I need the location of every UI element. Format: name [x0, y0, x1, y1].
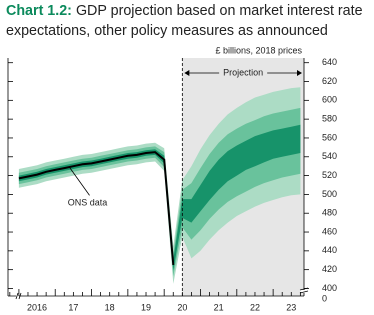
y-tick-label: 420	[322, 264, 337, 274]
y-tick-label: 460	[322, 226, 337, 236]
x-tick-label: 17	[68, 302, 78, 312]
unit-label: £ billions, 2018 prices	[215, 45, 302, 55]
axis-break	[299, 287, 309, 294]
y-tick-label: 500	[322, 189, 337, 199]
arrowhead	[184, 70, 190, 76]
y-tick-label: 640	[322, 57, 337, 67]
title-prefix: Chart 1.2:	[6, 3, 72, 19]
y-tick-label: 600	[322, 95, 337, 105]
x-tick-label: 18	[105, 302, 115, 312]
annotation-leader	[69, 167, 90, 196]
fan-band	[18, 124, 301, 271]
y-tick-label: 540	[322, 151, 337, 161]
y-tick-label: 480	[322, 208, 337, 218]
y-break-label: 0	[322, 293, 327, 303]
chart-title: Chart 1.2: GDP projection based on marke…	[6, 1, 372, 41]
axis-break	[15, 292, 22, 300]
y-tick-label: 560	[322, 132, 337, 142]
x-tick-label: 20	[177, 302, 187, 312]
x-tick-label: 2016	[27, 302, 47, 312]
axis-break-gap	[16, 293, 19, 299]
x-tick-label: 23	[286, 302, 296, 312]
x-tick-label: 21	[214, 302, 224, 312]
y-tick-label: 520	[322, 170, 337, 180]
x-tick-label: 22	[250, 302, 260, 312]
projection-label: Projection	[223, 67, 263, 77]
arrowhead	[297, 70, 302, 76]
x-tick-label: 19	[141, 302, 151, 312]
y-tick-label: 620	[322, 76, 337, 86]
y-tick-label: 400	[322, 283, 337, 293]
y-tick-label: 440	[322, 245, 337, 255]
title-text: GDP projection based on market interest …	[6, 3, 363, 39]
y-tick-label: 580	[322, 114, 337, 124]
ons-line	[18, 151, 175, 266]
axis-break-gap	[300, 290, 308, 293]
annotation-label: ONS data	[68, 198, 108, 208]
